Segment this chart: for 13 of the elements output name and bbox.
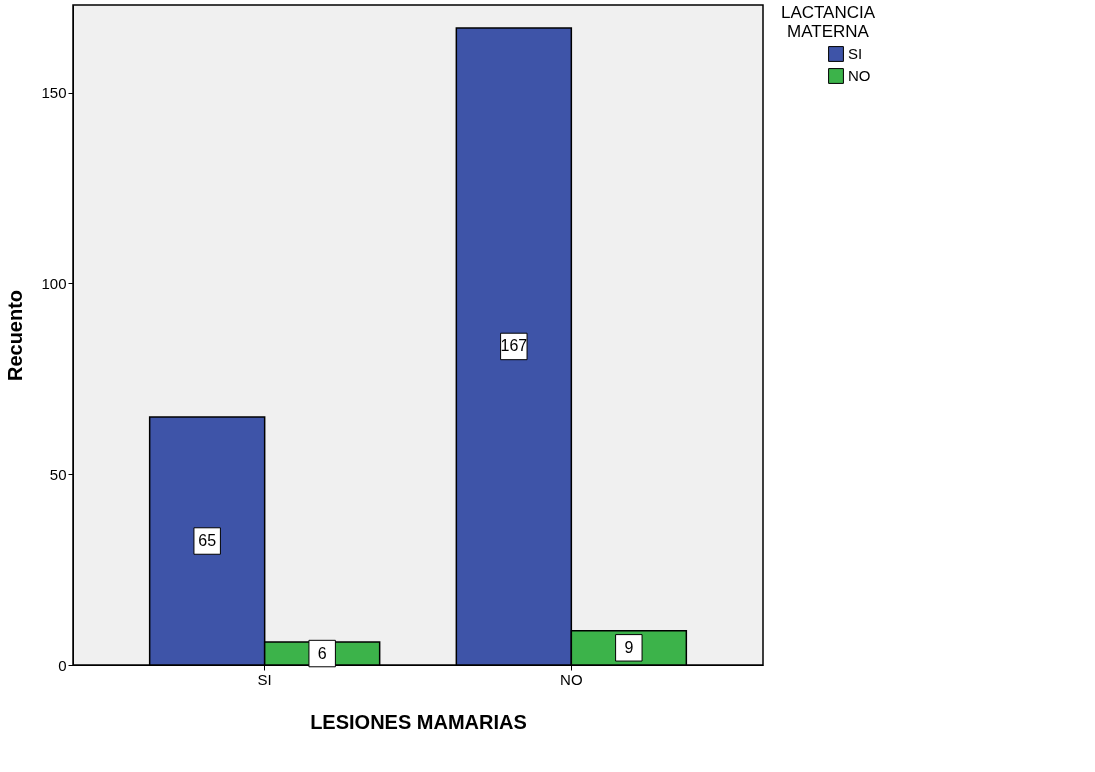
legend-title: LACTANCIA MATERNA [780,3,876,41]
y-axis-title: Recuento [4,289,27,382]
y-tick-label: 0 [58,656,67,674]
data-label: 65 [198,532,217,550]
y-tick-label: 150 [41,84,67,102]
legend-label: NO [848,67,871,84]
legend-label: SI [848,45,863,62]
data-label: 167 [500,337,528,355]
x-axis-title: LESIONES MAMARIAS [310,710,527,733]
data-label: 6 [317,644,327,662]
y-tick-label: 50 [49,465,67,483]
data-label: 9 [624,638,634,656]
y-tick-label: 100 [41,275,67,292]
